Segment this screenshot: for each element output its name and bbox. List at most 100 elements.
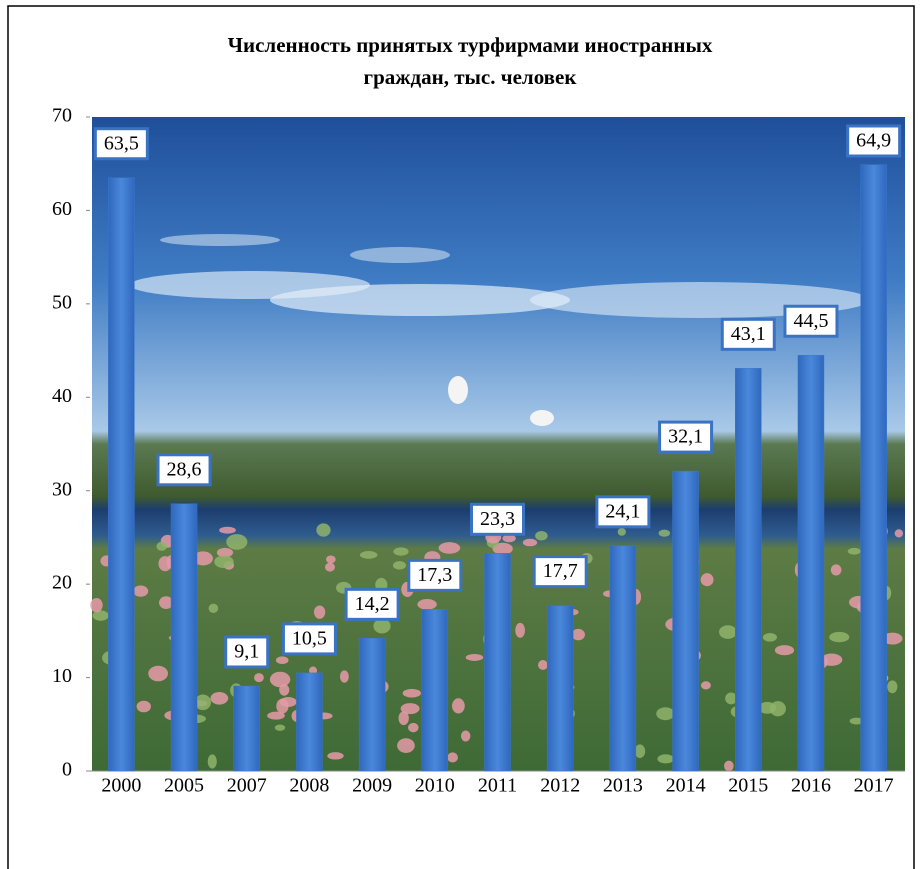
x-tick-label: 2009 <box>352 775 392 797</box>
flower <box>538 660 548 670</box>
bar <box>296 673 322 771</box>
flower <box>393 547 408 555</box>
bar <box>108 178 134 771</box>
y-tick-label: 40 <box>52 385 72 407</box>
flower <box>90 598 102 612</box>
chart: Численность принятых турфирмами иностран… <box>0 0 923 869</box>
value-label: 43,1 <box>731 323 766 345</box>
flower <box>340 670 349 682</box>
title-line: Численность принятых турфирмами иностран… <box>228 33 713 57</box>
x-tick-label: 2016 <box>791 775 831 797</box>
flower <box>214 555 233 568</box>
bar <box>359 638 385 771</box>
flower <box>373 619 390 634</box>
value-label: 10,5 <box>292 627 327 649</box>
bar <box>861 165 887 771</box>
flower <box>763 633 777 642</box>
flower <box>775 645 794 655</box>
flower <box>314 605 325 618</box>
bird <box>448 376 468 404</box>
value-label: 44,5 <box>793 310 828 332</box>
value-label: 14,2 <box>355 593 390 615</box>
x-tick-label: 2011 <box>478 775 517 797</box>
flower <box>656 707 674 720</box>
flower <box>701 681 711 689</box>
y-tick-label: 30 <box>52 478 72 500</box>
flower <box>226 534 247 550</box>
flower <box>270 672 290 687</box>
value-label: 9,1 <box>234 641 259 663</box>
x-tick-label: 2005 <box>164 775 204 797</box>
x-tick-label: 2017 <box>854 775 894 797</box>
bar <box>485 553 511 771</box>
y-tick-label: 50 <box>52 291 72 313</box>
flower <box>466 654 483 661</box>
y-tick-label: 20 <box>52 572 72 594</box>
flower <box>701 573 714 586</box>
flower <box>209 604 219 613</box>
value-label: 32,1 <box>668 426 703 448</box>
value-label: 17,3 <box>417 564 452 586</box>
flower <box>659 530 670 537</box>
flower <box>523 539 537 547</box>
value-label: 63,5 <box>104 132 139 154</box>
bar <box>610 546 636 771</box>
flower <box>452 698 465 713</box>
x-tick-label: 2014 <box>666 775 706 797</box>
flower <box>219 527 236 534</box>
title-line: граждан, тыс. человек <box>364 65 578 89</box>
x-tick-label: 2012 <box>540 775 580 797</box>
flower <box>895 529 903 537</box>
flower <box>210 692 228 705</box>
x-tick-label: 2010 <box>415 775 455 797</box>
flower <box>254 673 264 682</box>
cloud <box>270 284 570 316</box>
value-label: 24,1 <box>605 500 640 522</box>
flower <box>325 563 335 572</box>
flower <box>618 528 626 536</box>
flower <box>133 585 148 596</box>
flower <box>408 723 418 732</box>
bar <box>234 686 260 771</box>
bar <box>735 368 761 771</box>
value-label: 23,3 <box>480 508 515 530</box>
flower <box>635 744 646 758</box>
flower <box>417 599 436 610</box>
y-tick-label: 0 <box>62 759 72 781</box>
x-tick-label: 2008 <box>289 775 329 797</box>
flower <box>275 724 285 730</box>
x-tick-label: 2000 <box>101 775 141 797</box>
flower <box>657 754 674 763</box>
flower <box>831 564 842 575</box>
y-tick-label: 60 <box>52 198 72 220</box>
flower <box>461 731 470 742</box>
flower <box>724 761 734 772</box>
bar <box>547 606 573 771</box>
flower <box>393 561 406 570</box>
bar <box>171 504 197 771</box>
flower <box>447 752 458 762</box>
value-label: 17,7 <box>543 560 578 582</box>
flower <box>398 711 408 725</box>
flower <box>848 548 861 555</box>
flower <box>267 712 285 720</box>
chart-title: Численность принятых турфирмами иностран… <box>228 33 713 89</box>
bird <box>530 410 554 426</box>
flower <box>829 632 849 642</box>
flower <box>572 629 585 640</box>
flower <box>439 542 461 554</box>
value-label: 64,9 <box>856 130 891 152</box>
flower <box>280 697 297 707</box>
flower <box>327 752 343 759</box>
flower <box>208 754 217 768</box>
flower <box>360 551 378 559</box>
flower <box>887 680 897 693</box>
x-tick-label: 2013 <box>603 775 643 797</box>
bar <box>673 471 699 771</box>
flower <box>156 542 167 551</box>
flower <box>148 666 168 682</box>
x-tick-label: 2015 <box>728 775 768 797</box>
bar <box>798 355 824 771</box>
flower <box>515 623 525 638</box>
value-label: 28,6 <box>167 458 202 480</box>
